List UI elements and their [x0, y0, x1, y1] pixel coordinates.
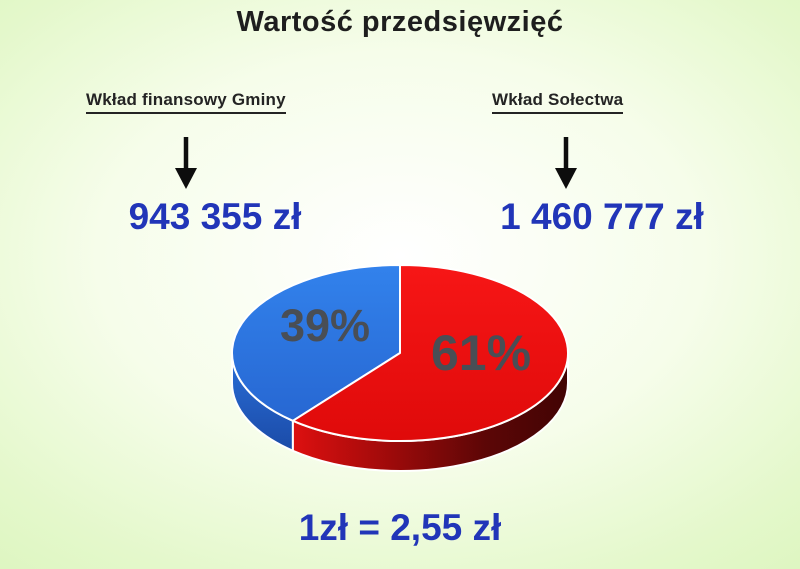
pie-label-red-percent: 61% — [430, 325, 532, 381]
pie-slice-red — [291, 264, 569, 442]
down-arrow-icon — [555, 137, 577, 189]
exchange-ratio-text: 1zł = 2,55 zł — [298, 507, 502, 548]
left-amount-value: 943 355 zł — [128, 196, 302, 237]
right-column-label: Wkład Sołectwa — [492, 90, 624, 114]
down-arrow-icon — [175, 137, 197, 189]
pie-label-blue-percent: 39% — [279, 300, 371, 351]
left-column-label: Wkład finansowy Gminy — [86, 90, 286, 114]
slide-title: Wartość przedsięwzięć — [236, 6, 564, 38]
pie-slice-blue — [231, 264, 401, 422]
right-amount-value: 1 460 777 zł — [500, 196, 704, 237]
pie-chart-3d — [231, 264, 569, 473]
